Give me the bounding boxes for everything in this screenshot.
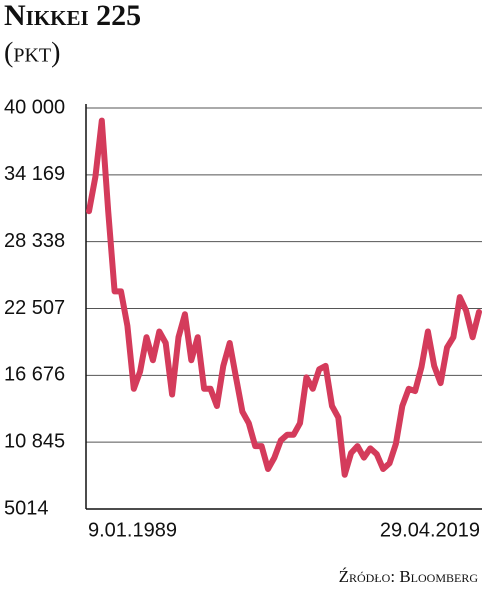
y-tick-label: 28 338 [4,230,65,252]
source: Źródło: Bloomberg [339,567,479,586]
chart-subtitle: (pkt) [4,37,60,68]
y-tick-label: 22 507 [4,297,65,319]
chart-title: Nikkei 225 [4,0,141,32]
x-tick-label: 29.04.2019 [380,519,480,541]
y-tick-label: 40 000 [4,96,65,118]
x-tick-label: 9.01.1989 [88,519,177,541]
y-tick-label: 16 676 [4,364,65,386]
y-tick-label: 10 845 [4,430,65,452]
y-tick-label: 34 169 [4,163,65,185]
y-tick-label: 5014 [4,497,49,519]
data-line [86,117,482,478]
